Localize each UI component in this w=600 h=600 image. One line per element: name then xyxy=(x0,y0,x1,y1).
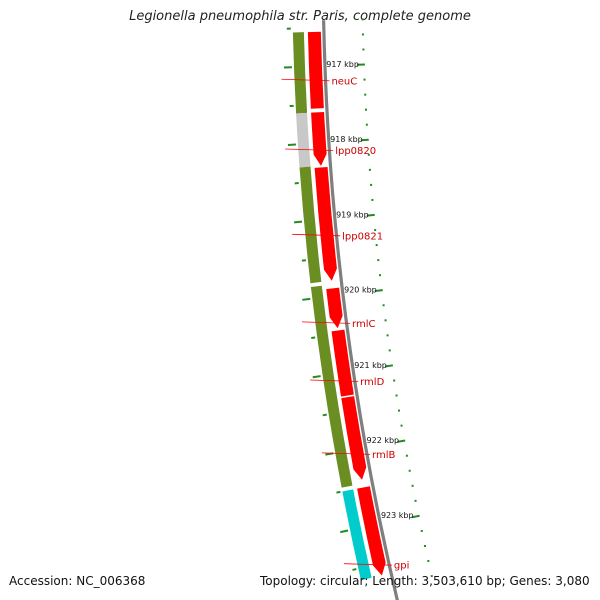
tick-label: 918 kbp xyxy=(330,135,363,144)
backbone-ring xyxy=(322,20,399,600)
minor-tick-dot xyxy=(364,108,367,111)
reverse-tick-mark xyxy=(340,529,349,534)
gene-label: lpp0821 xyxy=(342,231,383,242)
forward-cds-feature xyxy=(331,329,354,397)
accession-text: Accession: NC_006368 xyxy=(9,574,146,588)
minor-tick-dot xyxy=(361,18,364,21)
backbone-line xyxy=(322,20,399,600)
minor-tick-dot xyxy=(382,304,385,307)
minor-tick-dot xyxy=(424,545,427,547)
minor-tick-dot xyxy=(375,244,378,247)
forward-cds-feature xyxy=(326,287,343,329)
minor-tick-dot xyxy=(411,484,414,487)
minor-tick-dot xyxy=(370,183,373,186)
minor-tick-dot xyxy=(405,454,408,457)
minor-tick-dot xyxy=(367,153,370,156)
tick-label: 922 kbp xyxy=(367,436,400,445)
gene-label: rmlC xyxy=(352,319,375,330)
major-tick-mark xyxy=(411,514,420,519)
gene-label-leader xyxy=(322,452,371,455)
reverse-tick-mark xyxy=(311,336,316,339)
minor-tick-dot xyxy=(420,529,423,532)
minor-tick-dot xyxy=(388,349,391,352)
gene-label: rmlB xyxy=(372,450,395,461)
tick-label: 919 kbp xyxy=(336,210,369,219)
minor-tick-dot xyxy=(371,198,374,201)
reverse-cds-feature xyxy=(310,285,353,488)
reverse-cds-feature xyxy=(292,32,308,114)
reverse-tick-mark xyxy=(352,568,357,571)
gene-label-leader xyxy=(343,563,392,566)
reverse-cds-feature xyxy=(299,166,322,284)
gene-label-leader xyxy=(292,233,341,237)
minor-tick-dot xyxy=(377,259,380,262)
minor-tick-dot xyxy=(430,575,433,578)
major-tick-mark xyxy=(360,138,369,142)
major-tick-mark xyxy=(397,439,406,443)
tick-label: 921 kbp xyxy=(354,361,387,370)
forward-cds-feature xyxy=(311,111,327,166)
minor-tick-dot xyxy=(365,123,368,126)
minor-tick-dot xyxy=(427,560,430,563)
minor-tick-dot xyxy=(393,379,396,382)
genome-summary-text: Topology: circular; Length: 3,503,610 bp… xyxy=(260,574,590,588)
gene-label-leader xyxy=(285,148,334,151)
reverse-tick-mark xyxy=(336,490,341,494)
tick-label: 917 kbp xyxy=(326,60,359,69)
minor-tick-dot xyxy=(368,168,371,171)
gene-label: rmlD xyxy=(360,377,384,388)
gene-label: gpi xyxy=(394,561,409,572)
reverse-tick-mark xyxy=(287,143,296,146)
forward-cds-feature xyxy=(307,31,324,109)
reverse-tick-mark xyxy=(322,413,327,417)
reverse-tick-mark xyxy=(293,220,303,224)
forward-cds-feature xyxy=(314,166,337,281)
forward-cds-feature xyxy=(341,396,367,480)
major-tick-mark xyxy=(374,289,383,293)
minor-tick-dot xyxy=(362,48,365,51)
map-title: Legionella pneumophila str. Paris, compl… xyxy=(129,9,471,24)
minor-tick-dot xyxy=(386,334,389,337)
kbp-ticks: 917 kbp 918 kbp 919 kbp 920 kbp 921 kbp 922 k… xyxy=(326,60,420,520)
major-tick-mark xyxy=(366,213,375,217)
minor-tick-dot xyxy=(400,424,403,427)
major-tick-mark xyxy=(384,364,394,368)
gene-label-leader xyxy=(281,78,330,82)
forward-strand-features xyxy=(307,31,386,576)
minor-tick-dot xyxy=(363,78,366,81)
minor-tick-dot xyxy=(395,394,398,397)
minor-tick-dot xyxy=(361,33,364,36)
gene-label: neuC xyxy=(331,76,357,87)
gene-labels: neuC lpp0820 lpp0821 rmlC rmlD rmlB gpi xyxy=(281,76,409,572)
gene-label-leader xyxy=(310,379,359,382)
reverse-tick-mark xyxy=(302,297,311,301)
reverse-cds-feature xyxy=(342,489,372,581)
minor-tick-dot xyxy=(398,409,400,412)
minor-tick-dot xyxy=(378,274,381,277)
minor-tick-dots xyxy=(361,18,433,578)
tick-label: 923 kbp xyxy=(381,511,414,520)
tick-label: 920 kbp xyxy=(344,286,377,295)
forward-cds-feature xyxy=(357,486,386,576)
gene-label-leader xyxy=(302,321,351,324)
minor-tick-dot xyxy=(408,469,411,472)
reverse-tick-mark xyxy=(312,375,321,379)
minor-tick-dot xyxy=(414,499,417,502)
reverse-cds-feature xyxy=(296,112,311,168)
gene-label: lpp0820 xyxy=(335,146,376,157)
reverse-tick-marks xyxy=(283,27,357,571)
reverse-strand-features xyxy=(292,32,372,581)
minor-tick-dot xyxy=(374,229,377,232)
minor-tick-dot xyxy=(364,93,367,96)
minor-tick-dot xyxy=(384,319,387,322)
